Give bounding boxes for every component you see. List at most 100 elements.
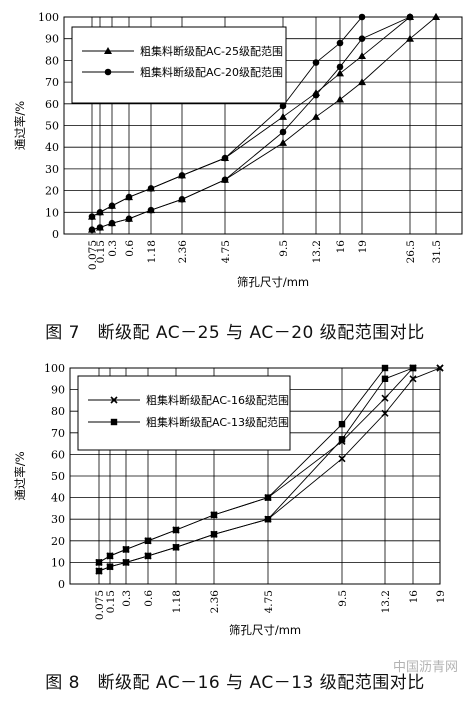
square-marker [95, 559, 103, 566]
x-marker [110, 396, 118, 404]
square-marker [210, 531, 218, 538]
series-circle-lower [88, 13, 414, 233]
y-tick-label: 30 [45, 163, 59, 176]
x-tick-label: 0.075 [87, 240, 99, 270]
legend-label: 粗集料断级配AC-16级配范围 [146, 393, 289, 407]
square-marker [122, 559, 130, 566]
square-marker [172, 526, 180, 534]
y-tick-label: 30 [51, 513, 65, 526]
x-tick-label: 19 [435, 590, 447, 603]
x-marker [409, 375, 417, 383]
x-tick-label: 4.75 [263, 590, 275, 613]
triangle-marker [358, 78, 366, 86]
x-tick-label: 9.5 [337, 590, 349, 607]
figure-8-caption: 图 8 断级配 AC－16 与 AC－13 级配范围对比 [45, 673, 425, 693]
circle-marker [221, 176, 229, 184]
y-tick-label: 60 [51, 448, 65, 461]
circle-marker [406, 13, 414, 21]
y-tick-label: 40 [51, 492, 65, 505]
legend-label: 粗集料断级配AC-20级配范围 [140, 65, 283, 79]
triangle-marker [104, 47, 112, 54]
x-tick-label: 0.6 [124, 240, 136, 257]
x-marker [338, 455, 346, 463]
y-tick-label: 70 [51, 427, 65, 440]
y-tick-label: 60 [45, 98, 59, 111]
y-tick-label: 50 [45, 120, 59, 133]
x-marker-stroke [436, 364, 444, 372]
square-marker [409, 364, 417, 372]
circle-marker [88, 213, 96, 220]
x-tick-label: 1.18 [171, 590, 183, 613]
y-tick-label: 20 [51, 535, 65, 548]
y-axis-title: 通过率/% [13, 451, 27, 500]
circle-marker [104, 68, 112, 76]
circle-marker [125, 215, 133, 223]
y-tick-label: 0 [52, 228, 59, 241]
y-tick-label: 100 [44, 362, 65, 375]
y-tick-label: 90 [51, 384, 65, 397]
y-tick-label: 20 [45, 185, 59, 198]
y-tick-label: 90 [45, 33, 59, 46]
circle-marker [108, 202, 116, 210]
series-line [98, 367, 414, 572]
figure-7-caption: 图 7 断级配 AC－25 与 AC－20 级配范围对比 [45, 323, 425, 343]
chart-svg-2: 0 10 20 30 40 50 60 70 80 90 100 0.075 0.15 0.3 0.6 1.1… [13, 362, 447, 637]
x-tick-label: 31.5 [431, 240, 443, 263]
circle-marker [178, 172, 186, 179]
x-axis-title: 筛孔尺寸/mm [237, 275, 309, 289]
legend-box [77, 375, 291, 451]
x-tick-label: 4.75 [220, 240, 232, 263]
y-tick-label: 0 [58, 578, 65, 591]
square-marker [338, 420, 346, 428]
x-tick-label: 0.15 [95, 240, 107, 263]
circle-marker [358, 13, 366, 21]
square-marker [264, 516, 272, 523]
square-marker [144, 552, 152, 560]
chart-ac25-ac20: 0 10 20 30 40 50 60 70 80 90 100 0.075 0.15 0.3 0.6 1.1… [0, 0, 470, 300]
x-tick-label: 13.2 [380, 590, 392, 613]
square-marker [144, 537, 152, 544]
triangle-marker [406, 34, 414, 42]
watermark-logo: 中国沥青网 [392, 660, 458, 675]
x-tick-label: 16 [335, 240, 347, 254]
circle-marker [88, 226, 96, 233]
x-axis-title: 筛孔尺寸/mm [229, 623, 301, 637]
series-square-lower [95, 364, 417, 575]
circle-marker [312, 59, 320, 66]
circle-marker [125, 193, 133, 201]
circle-marker [96, 224, 104, 231]
x-marker [381, 409, 389, 417]
circle-marker [358, 35, 366, 42]
x-marker-stroke [338, 455, 346, 463]
x-marker-stroke [381, 409, 389, 417]
y-tick-label: 70 [45, 76, 59, 89]
legend-label: 粗集料断级配AC-13级配范围 [146, 415, 289, 429]
y-tick-label: 10 [45, 206, 59, 219]
x-tick-label: 16 [408, 590, 420, 604]
circle-marker [312, 91, 320, 99]
x-marker-stroke [110, 396, 118, 404]
x-marker-stroke [381, 394, 389, 402]
circle-marker [279, 102, 287, 110]
circle-marker [221, 154, 229, 162]
triangle-marker [279, 112, 287, 120]
circle-marker [178, 195, 186, 203]
triangle-marker [336, 95, 344, 103]
chart-ac16-ac13: 0 10 20 30 40 50 60 70 80 90 100 0.075 0.15 0.3 0.6 1.1… [0, 358, 470, 648]
square-marker [106, 563, 114, 570]
y-tick-label: 80 [45, 54, 59, 67]
y-axis-title: 通过率/% [13, 101, 27, 150]
x-tick-label: 2.36 [177, 240, 189, 264]
triangle-marker [312, 112, 320, 120]
x-tick-label: 1.18 [146, 240, 158, 263]
x-tick-label: 9.5 [278, 240, 290, 257]
x-tick-label: 13.2 [311, 240, 323, 263]
square-marker [210, 511, 218, 519]
x-tick-label: 0.075 [94, 590, 106, 620]
y-tick-label: 10 [51, 556, 65, 569]
x-tick-label: 19 [357, 240, 369, 253]
triangle-marker [279, 138, 287, 146]
x-tick-label: 0.3 [121, 590, 133, 607]
